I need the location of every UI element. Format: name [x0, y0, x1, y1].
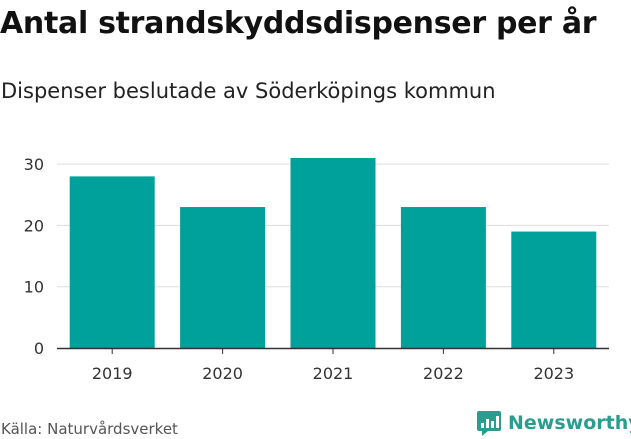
bar-2019 [69, 176, 155, 348]
bar-2023 [511, 231, 597, 348]
x-tick-label-2020: 2020 [202, 364, 243, 383]
bar-2022 [400, 207, 486, 348]
chart-subtitle: Dispenser beslutade av Söderköpings komm… [1, 79, 496, 103]
newsworthy-logo-icon [477, 411, 501, 436]
bar-2021 [290, 158, 376, 348]
y-tick-label-0: 0 [34, 339, 44, 358]
source-note: Källa: Naturvårdsverket [1, 420, 178, 438]
chart-title: Antal strandskyddsdispenser per år [0, 6, 597, 41]
x-tick-label-2022: 2022 [423, 364, 464, 383]
brand-logo: Newsworthy [476, 407, 631, 439]
x-tick-label-2023: 2023 [533, 364, 574, 383]
bar-2020 [180, 207, 266, 348]
x-tick-label-2019: 2019 [92, 364, 133, 383]
x-tick-label-2021: 2021 [313, 364, 354, 383]
y-tick-label-10: 10 [24, 278, 44, 297]
y-tick-label-20: 20 [24, 216, 44, 235]
brand-name: Newsworthy [508, 412, 631, 434]
y-tick-label-30: 30 [24, 155, 44, 174]
